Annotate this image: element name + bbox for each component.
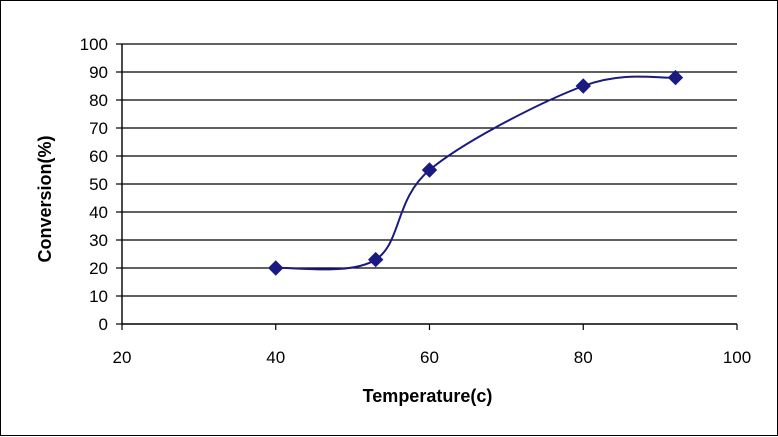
y-tick-label-70: 70 xyxy=(89,119,108,138)
x-axis-title: Temperature(c) xyxy=(363,386,493,406)
data-point-marker-53 xyxy=(367,251,384,268)
y-tick-label-80: 80 xyxy=(89,91,108,110)
x-tick-label-20: 20 xyxy=(113,348,132,367)
y-tick-label-20: 20 xyxy=(89,259,108,278)
data-point-marker-60 xyxy=(421,162,438,178)
data-point-marker-40 xyxy=(268,260,284,276)
y-tick-label-60: 60 xyxy=(89,147,108,166)
series-markers xyxy=(268,69,684,276)
grid-lines xyxy=(122,43,737,297)
y-tick-label-30: 30 xyxy=(89,231,108,250)
x-tick-labels: 20 40 60 80 100 xyxy=(113,348,752,367)
y-tick-label-50: 50 xyxy=(89,175,108,194)
y-tick-label-10: 10 xyxy=(89,287,108,306)
y-tick-label-90: 90 xyxy=(89,63,108,82)
x-tick-label-60: 60 xyxy=(420,348,439,367)
y-tick-label-40: 40 xyxy=(89,203,108,222)
x-tick-label-40: 40 xyxy=(266,348,285,367)
axes xyxy=(116,43,738,330)
x-tick-label-80: 80 xyxy=(574,348,593,367)
y-tick-label-0: 0 xyxy=(99,315,108,334)
x-tick-label-100: 100 xyxy=(723,348,751,367)
data-point-marker-92 xyxy=(667,69,684,86)
y-axis-title: Conversion(%) xyxy=(35,135,55,262)
y-tick-label-100: 100 xyxy=(80,35,108,54)
data-point-marker-80 xyxy=(575,78,591,94)
y-tick-labels: 0 10 20 30 40 50 60 70 80 90 100 xyxy=(80,35,108,334)
